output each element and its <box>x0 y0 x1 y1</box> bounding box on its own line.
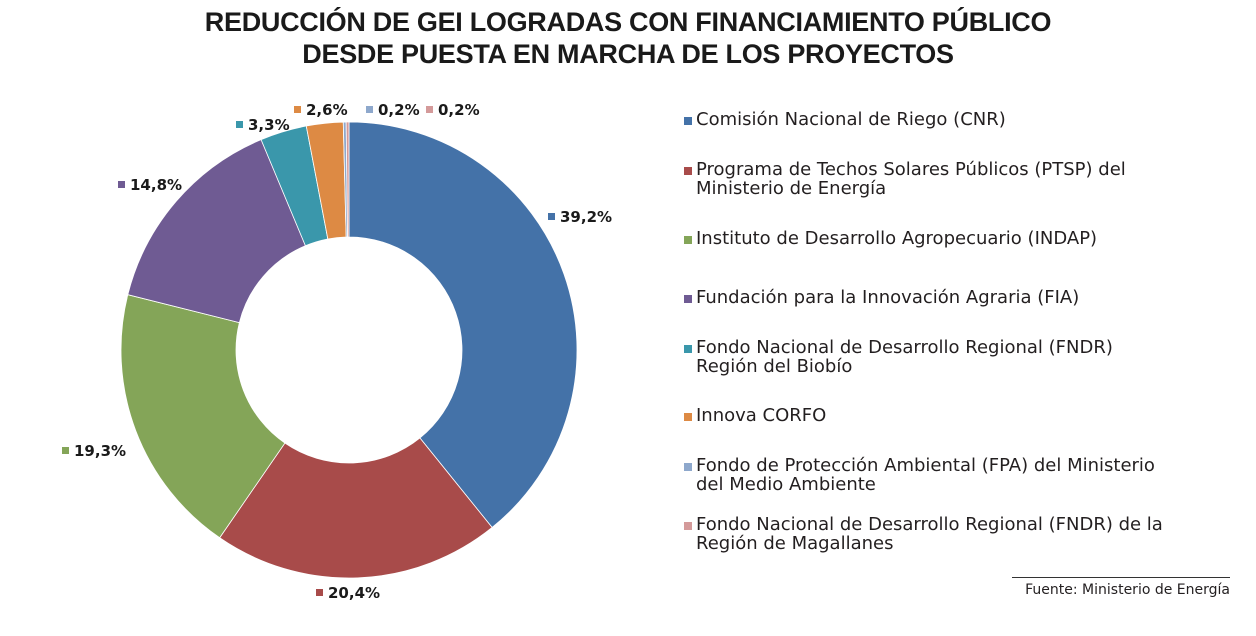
data-label-text: 3,3% <box>248 116 290 134</box>
source-note: Fuente: Ministerio de Energía <box>1012 577 1230 598</box>
legend-label: Fundación para la Innovación Agraria (FI… <box>696 287 1080 308</box>
legend-label: Región del Biobío <box>696 356 853 377</box>
legend-label: Fondo Nacional de Desarrollo Regional (F… <box>696 514 1163 535</box>
data-label-6: 2,6% <box>294 101 348 119</box>
donut-slice-2 <box>219 437 493 579</box>
legend-item-fia: Fundación para la Innovación Agraria (FI… <box>684 288 1216 307</box>
legend-swatch <box>684 463 692 471</box>
donut-slice-4 <box>127 139 306 324</box>
data-label-1: 39,2% <box>548 208 612 226</box>
data-label-swatch <box>316 589 323 596</box>
legend-item-ptsp: Programa de Techos Solares Públicos (PTS… <box>684 160 1216 198</box>
legend-label: del Medio Ambiente <box>696 474 876 495</box>
data-label-text: 39,2% <box>560 208 612 226</box>
chart-title-line-2: DESDE PUESTA EN MARCHA DE LOS PROYECTOS <box>302 39 954 69</box>
legend-swatch <box>684 295 692 303</box>
legend-label: Fondo de Protección Ambiental (FPA) del … <box>696 455 1155 476</box>
legend-item-indap: Instituto de Desarrollo Agropecuario (IN… <box>684 229 1216 248</box>
donut-slice-8 <box>345 121 350 238</box>
data-label-5: 3,3% <box>236 116 290 134</box>
data-label-text: 0,2% <box>438 101 480 119</box>
legend-item-fpa: Fondo de Protección Ambiental (FPA) del … <box>684 456 1216 494</box>
legend-label: Comisión Nacional de Riego (CNR) <box>696 109 1006 130</box>
legend-label: Ministerio de Energía <box>696 178 887 199</box>
legend-label: Región de Magallanes <box>696 533 894 554</box>
data-label-text: 0,2% <box>378 101 420 119</box>
legend-swatch <box>684 522 692 530</box>
legend-swatch <box>684 117 692 125</box>
chart-title-line-1: REDUCCIÓN DE GEI LOGRADAS CON FINANCIAMI… <box>204 7 1052 37</box>
data-label-3: 19,3% <box>62 442 126 460</box>
data-label-7: 0,2% <box>366 101 420 119</box>
legend-item-innova-corfo: Innova CORFO <box>684 406 1216 425</box>
legend-item-fndr-magallanes: Fondo Nacional de Desarrollo Regional (F… <box>684 515 1216 553</box>
donut-slice-3 <box>120 294 286 539</box>
data-label-8: 0,2% <box>426 101 480 119</box>
data-label-swatch <box>366 106 373 113</box>
legend-swatch <box>684 167 692 175</box>
legend-swatch <box>684 345 692 353</box>
legend-label: Fondo Nacional de Desarrollo Regional (F… <box>696 337 1113 358</box>
data-label-swatch <box>426 106 433 113</box>
legend-label: Instituto de Desarrollo Agropecuario (IN… <box>696 228 1098 249</box>
legend-swatch <box>684 236 692 244</box>
chart-title: REDUCCIÓN DE GEI LOGRADAS CON FINANCIAMI… <box>0 6 1256 70</box>
data-label-swatch <box>548 213 555 220</box>
donut-slice-1 <box>348 121 578 529</box>
data-label-4: 14,8% <box>118 176 182 194</box>
legend-item-fndr-biobio: Fondo Nacional de Desarrollo Regional (F… <box>684 338 1216 376</box>
data-label-swatch <box>236 121 243 128</box>
data-label-text: 19,3% <box>74 442 126 460</box>
legend-item-cnr: Comisión Nacional de Riego (CNR) <box>684 110 1216 129</box>
data-label-text: 2,6% <box>306 101 348 119</box>
data-label-text: 14,8% <box>130 176 182 194</box>
data-label-swatch <box>62 447 69 454</box>
legend-label: Innova CORFO <box>696 405 827 426</box>
data-label-2: 20,4% <box>316 584 380 602</box>
data-label-text: 20,4% <box>328 584 380 602</box>
legend-label: Programa de Techos Solares Públicos (PTS… <box>696 159 1126 180</box>
data-label-swatch <box>118 181 125 188</box>
data-label-swatch <box>294 106 301 113</box>
legend-swatch <box>684 413 692 421</box>
